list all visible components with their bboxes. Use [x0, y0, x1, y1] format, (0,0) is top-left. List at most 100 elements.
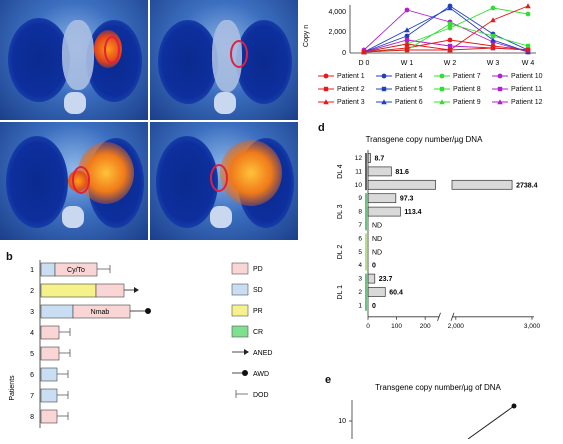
- series-point: [404, 27, 410, 33]
- series-point: [490, 17, 496, 23]
- swimmer-bar-patient-1: Cy/To: [40, 262, 111, 277]
- legend-item: Patient 8: [434, 85, 481, 93]
- legend-marker-shape: [323, 99, 329, 105]
- pet-ct-scan-bottom-left: [0, 122, 148, 240]
- swimmer-bar-patient-4: [40, 325, 71, 340]
- copy-number-line-plot: Copy n 4,000 2,000 0 D 0 W 1 W 2 W 3 W 4: [303, 3, 536, 67]
- legend-item: Patient 2: [318, 85, 365, 93]
- pd-segment: [40, 346, 60, 361]
- legend-label: Patient 1: [337, 72, 365, 80]
- bar-label: Nmab: [91, 309, 110, 316]
- pd-segment: [40, 325, 60, 340]
- series-point: [447, 25, 453, 31]
- pet-ct-scan-top-left: [0, 0, 148, 120]
- category-label: 1: [358, 302, 362, 309]
- swimmer-bar-patient-3: Nmab: [40, 304, 151, 319]
- panel-letter-b: b: [6, 251, 13, 263]
- legend-swatch-cr: [231, 325, 249, 338]
- legend-marker: [376, 86, 392, 92]
- y-axis-label: Patients: [9, 375, 16, 401]
- spine: [214, 92, 236, 114]
- pet-ct-scan-top-right: [150, 0, 298, 120]
- pr-segment: [40, 283, 97, 298]
- x-tick-label: 100: [391, 323, 402, 330]
- sd-segment: [40, 262, 56, 277]
- chart-title: Transgene copy number/µg of DNA: [375, 383, 501, 392]
- category-label: 7: [358, 222, 362, 229]
- y-tick-label: 10: [338, 418, 346, 425]
- series-point: [490, 45, 496, 51]
- y-tick-label: 2,000: [328, 29, 346, 36]
- chart-title: Transgene copy number/µg DNA: [366, 135, 483, 144]
- series-point: [404, 7, 410, 13]
- lung-right: [8, 18, 70, 102]
- trend-line: [467, 405, 515, 440]
- patient-label: 2: [30, 288, 34, 295]
- legend-marker: [376, 99, 392, 105]
- legend-label: Patient 7: [453, 72, 481, 80]
- group-label: DL 4: [337, 164, 344, 179]
- category-label: 3: [358, 276, 362, 283]
- category-label: 2: [358, 289, 362, 296]
- value-label: 97.3: [400, 196, 414, 203]
- legend-marker-shape: [439, 86, 445, 92]
- axis-break-mark: [437, 312, 441, 321]
- x-tick-label: W 2: [444, 60, 457, 67]
- legend-marker: [318, 86, 334, 92]
- spine: [64, 92, 86, 114]
- value-label: ND: [372, 249, 382, 256]
- mediastinum: [62, 20, 94, 90]
- series-point: [447, 21, 453, 27]
- pd-segment: [40, 409, 58, 424]
- transgene-bar-chart: Transgene copy number/µg DNA DL 4DL 3DL …: [337, 135, 541, 330]
- swimmer-bar-patient-7: [40, 388, 69, 403]
- panel-d-bar-chart: Transgene copy number/µg DNA DL 4 DL 3 DL …: [318, 130, 563, 365]
- lung-right: [156, 136, 218, 228]
- patient-label: 7: [30, 393, 34, 400]
- legend-marker-shape: [323, 86, 329, 92]
- legend-marker: [492, 73, 508, 79]
- lung-right: [6, 136, 68, 228]
- panel-e-svg: Transgene copy number/µg of DNA 10: [338, 383, 517, 440]
- legend-label: Patient 3: [337, 98, 365, 106]
- series-point: [525, 47, 531, 53]
- legend-item: Patient 5: [376, 85, 423, 93]
- tracer-uptake-heart: [220, 140, 282, 206]
- legend-label: Patient 10: [511, 72, 543, 80]
- lesion-circle: [72, 166, 90, 194]
- legend-item: Patient 6: [376, 98, 423, 106]
- legend-item: Patient 12: [492, 98, 543, 106]
- series-point: [490, 5, 496, 11]
- lesion-circle: [104, 36, 120, 64]
- sd-segment: [40, 367, 58, 382]
- bar-label: Cy/To: [67, 267, 85, 274]
- value-label: 0: [372, 303, 376, 310]
- spine: [62, 206, 84, 228]
- awd-dot: [145, 308, 151, 314]
- legend-marker-shape: [381, 73, 387, 79]
- legend-label: AWD: [253, 371, 269, 378]
- legend-awd-dot: [242, 370, 248, 376]
- legend-label: Patient 11: [511, 85, 543, 93]
- bar: [367, 193, 397, 204]
- patient-label: 5: [30, 351, 34, 358]
- panel-b-swimmer-plot: Patients 1 2 3 4 5 6 7 8 Cy/To Nmab: [0, 258, 300, 439]
- category-label: 11: [355, 168, 362, 175]
- legend-label: PD: [253, 266, 263, 273]
- aned-arrow-head: [134, 287, 139, 293]
- legend-label: Patient 5: [395, 85, 423, 93]
- y-tick-label: 4,000: [328, 9, 346, 16]
- legend-label: Patient 12: [511, 98, 543, 106]
- category-label: 12: [355, 155, 363, 162]
- dose-level-groups: DL 4 DL 3 DL 2 DL 1: [337, 153, 367, 311]
- legend-aned-arrow: [244, 349, 249, 355]
- pet-ct-scan-bottom-right: [150, 122, 298, 240]
- value-label: 8.7: [374, 156, 384, 163]
- x-tick-label: 200: [420, 323, 431, 330]
- category-label: 4: [358, 262, 362, 269]
- pd-segment: [72, 304, 131, 319]
- x-axis: 0 100 200 2,000 3,000: [366, 150, 541, 330]
- series-point: [525, 3, 531, 9]
- legend-label: DOD: [253, 392, 269, 399]
- patient-label: 3: [30, 309, 34, 316]
